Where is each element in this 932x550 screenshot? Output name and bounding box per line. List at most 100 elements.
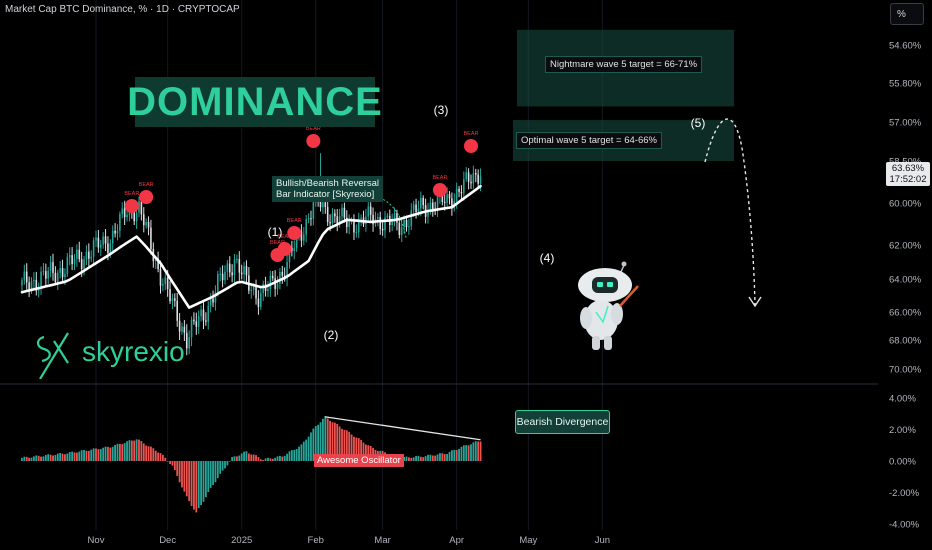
oscillator-label: Awesome Oscillator (314, 454, 404, 467)
candle-body (288, 247, 291, 263)
percent-scale-button[interactable]: % (890, 3, 924, 25)
oscillator-bar (345, 430, 348, 461)
oscillator-bar (121, 444, 124, 461)
candle-body (183, 326, 186, 333)
candle-body (157, 258, 159, 270)
bear-signal-label: BEAR (287, 218, 302, 224)
oscillator-bar (49, 454, 52, 461)
dominance-title: DOMINANCE (127, 79, 383, 124)
candle-body (360, 217, 362, 219)
candle-body (269, 275, 272, 289)
candle-body (291, 247, 293, 252)
time-tick-label: Apr (449, 535, 464, 546)
brand-name: skyrexio (82, 336, 185, 367)
oscillator-bar (465, 445, 468, 461)
candle-body (420, 197, 422, 209)
oscillator-bar (75, 452, 78, 461)
candle-body (281, 271, 284, 276)
candle-body (171, 298, 174, 302)
bear-signal-dot (306, 134, 321, 148)
candle-body (169, 288, 171, 302)
oscillator-bar (78, 451, 81, 461)
oscillator-bar (479, 441, 482, 461)
oscillator-bar (422, 457, 425, 461)
candle-body (307, 218, 310, 220)
oscillator-bar (181, 461, 183, 488)
candle-body (353, 220, 355, 233)
candle-body (448, 194, 451, 199)
oscillator-bar (145, 445, 148, 461)
oscillator-bar (107, 446, 109, 461)
candle-body (300, 231, 303, 241)
candle-body (107, 243, 109, 254)
price-tick-label: 66.00% (889, 308, 922, 319)
oscillator-bar (236, 456, 238, 461)
candle-body (228, 263, 231, 273)
oscillator-bar (252, 454, 255, 461)
oscillator-bar (92, 448, 95, 461)
oscillator-bar (264, 458, 267, 461)
candle-body (312, 202, 315, 219)
candle-body (42, 271, 45, 273)
divergence-line (325, 416, 481, 441)
oscillator-bar (116, 443, 119, 461)
candle-body (243, 266, 245, 275)
bear-signal-label: BEAR (306, 126, 321, 132)
candle-body (331, 213, 334, 224)
oscillator-bar (216, 461, 219, 479)
candle-body (212, 298, 214, 303)
oscillator-bar (52, 455, 54, 461)
oscillator-bar (102, 447, 105, 461)
oscillator-bar (193, 461, 195, 510)
oscillator-bar (154, 450, 157, 461)
candle-body (224, 271, 226, 281)
candle-body (35, 279, 38, 291)
oscillator-bar (247, 453, 250, 461)
candle-body (80, 259, 83, 269)
oscillator-bar (80, 450, 83, 461)
oscillator-bar (23, 456, 26, 461)
oscillator-bar (130, 440, 133, 461)
oscillator-bar (310, 432, 312, 461)
candle-body (147, 221, 150, 228)
oscillator-bar (157, 452, 160, 461)
oscillator-bar (460, 446, 463, 461)
oscillator-bar (61, 453, 64, 461)
price-tick-label: 54.60% (889, 41, 922, 52)
oscillator-bar (243, 451, 245, 461)
oscillator-bars (21, 415, 482, 513)
oscillator-bar (47, 454, 50, 461)
candle-body (467, 172, 470, 182)
candle-body (393, 213, 396, 222)
oscillator-bar (30, 457, 33, 461)
candle-body (379, 217, 382, 229)
candle-body (135, 212, 138, 222)
oscillator-bar (21, 457, 23, 461)
candle-body (463, 179, 465, 194)
candle-body (71, 255, 73, 264)
candle-body (88, 251, 90, 259)
candle-body (431, 202, 434, 209)
candle-body (240, 272, 243, 275)
oscillator-bar (259, 459, 262, 461)
candle-body (341, 207, 343, 217)
candle-body (384, 217, 386, 231)
wave-label: (5) (691, 116, 706, 130)
oscillator-bar (128, 440, 131, 461)
candle-body (381, 228, 384, 231)
candle-body (116, 230, 119, 234)
price-tick-label: 62.00% (889, 241, 922, 252)
oscillator-bar (367, 445, 370, 461)
oscillator-bar (365, 444, 367, 461)
candle-body (221, 273, 224, 281)
candle-body (231, 272, 233, 276)
candle-body (305, 219, 307, 235)
candle-body (205, 320, 207, 322)
candle-body (142, 214, 145, 226)
oscillator-bar (224, 461, 226, 469)
candle-body (202, 309, 205, 321)
candle-body (174, 298, 176, 301)
bear-signal-dot (139, 190, 154, 204)
candle-body (133, 211, 136, 222)
candle-body (73, 258, 76, 264)
